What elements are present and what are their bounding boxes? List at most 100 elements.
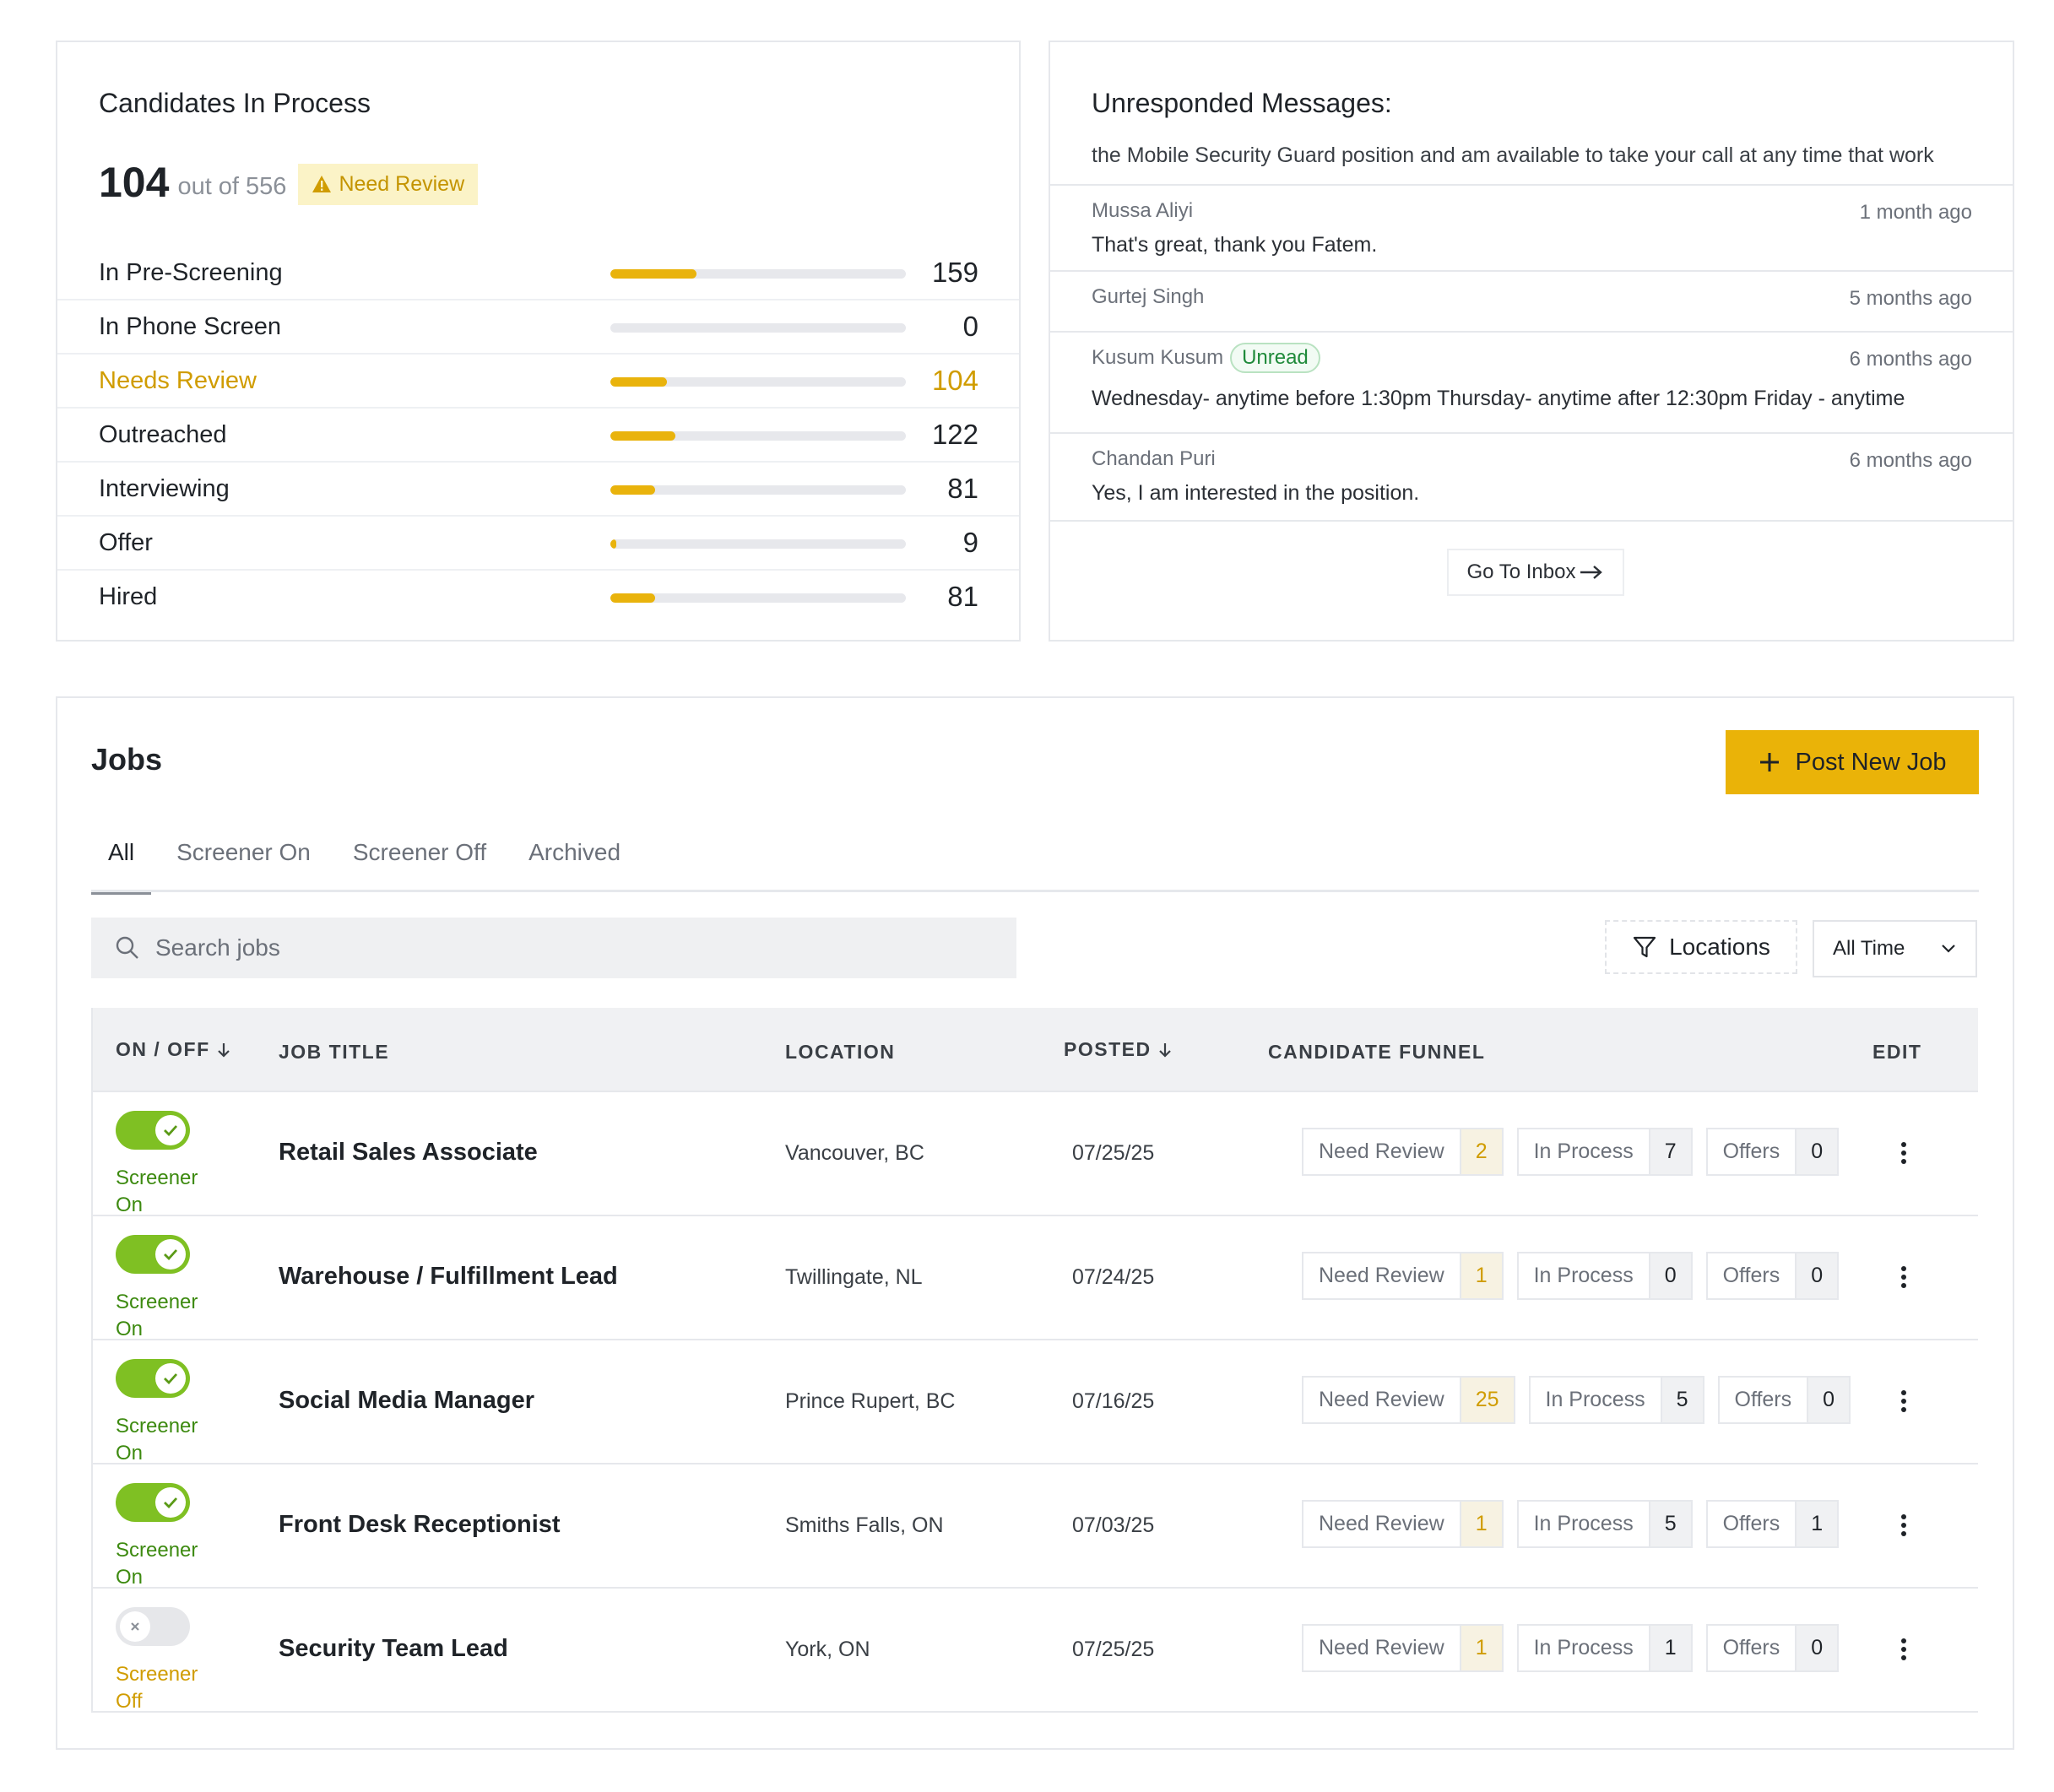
job-location: Vancouver, BC <box>785 1141 924 1165</box>
stage-progress-track <box>610 539 906 549</box>
tab-screener-off[interactable]: Screener Off <box>352 839 487 865</box>
time-filter-select[interactable]: All Time <box>1813 920 1977 977</box>
stage-count: 9 <box>962 527 978 558</box>
stage-row[interactable]: In Pre-Screening 159 <box>57 246 1019 300</box>
check-icon <box>164 1249 178 1260</box>
offers-pill[interactable]: Offers 0 <box>1705 1624 1840 1672</box>
in-process-pill[interactable]: In Process 1 <box>1516 1624 1693 1672</box>
job-rows: Screener On Retail Sales Associate Vancouv… <box>93 1092 1978 1713</box>
message-snippet[interactable]: the Mobile Security Guard position and a… <box>1092 132 1934 167</box>
need-review-pill[interactable]: Need Review 1 <box>1302 1624 1504 1672</box>
stage-progress-fill <box>610 485 655 495</box>
offers-pill[interactable]: Offers 1 <box>1705 1500 1840 1548</box>
stage-row[interactable]: Needs Review 104 <box>57 355 1019 409</box>
stage-progress-track <box>610 377 906 387</box>
stage-row[interactable]: Offer 9 <box>57 517 1019 571</box>
stage-row[interactable]: Outreached 122 <box>57 409 1019 463</box>
screener-toggle[interactable] <box>116 1359 190 1398</box>
offers-pill[interactable]: Offers 0 <box>1717 1376 1851 1424</box>
offers-pill[interactable]: Offers 0 <box>1705 1252 1840 1300</box>
job-location: Twillingate, NL <box>785 1265 923 1289</box>
offers-count: 1 <box>1795 1502 1838 1546</box>
tab-all[interactable]: All <box>91 829 152 895</box>
screener-toggle[interactable] <box>116 1111 190 1150</box>
stage-count: 159 <box>931 257 978 288</box>
edit-menu-button[interactable] <box>1894 1632 1914 1666</box>
kebab-menu-icon <box>1901 1514 1906 1536</box>
message-time: 6 months ago <box>1849 449 1972 472</box>
in-process-pill[interactable]: In Process 5 <box>1528 1376 1704 1424</box>
stage-count: 104 <box>931 365 978 396</box>
in-process-pill[interactable]: In Process 5 <box>1516 1500 1693 1548</box>
go-to-inbox-button[interactable]: Go To Inbox <box>1447 549 1624 596</box>
screener-toggle[interactable] <box>116 1235 190 1274</box>
job-title[interactable]: Warehouse / Fulfillment Lead <box>279 1263 618 1290</box>
job-title[interactable]: Social Media Manager <box>279 1387 534 1414</box>
job-title[interactable]: Retail Sales Associate <box>279 1139 538 1166</box>
message-item[interactable]: Mussa Aliyi 1 month ago That's great, than… <box>1050 186 2013 272</box>
job-posted-date: 07/24/25 <box>1072 1265 1155 1289</box>
tab-archived[interactable]: Archived <box>528 839 621 865</box>
message-item[interactable]: Kusum Kusum Unread 6 months ago Wednesday- … <box>1050 333 2013 434</box>
need-review-pill[interactable]: Need Review 25 <box>1302 1376 1515 1424</box>
in-process-label: In Process <box>1545 1388 1645 1411</box>
job-posted-date: 07/16/25 <box>1072 1389 1155 1413</box>
stage-label: Needs Review <box>99 367 257 394</box>
table-row: Screener On Retail Sales Associate Vancouv… <box>93 1092 1978 1216</box>
edit-menu-button[interactable] <box>1894 1260 1914 1294</box>
offers-label: Offers <box>1722 1140 1780 1163</box>
stage-label: Interviewing <box>99 475 230 502</box>
tab-screener-on[interactable]: Screener On <box>176 839 311 865</box>
col-header-posted[interactable]: POSTED <box>1064 1038 1172 1061</box>
col-header-on-off-label: ON / OFF <box>116 1038 210 1060</box>
in-process-label: In Process <box>1533 1140 1634 1163</box>
in-process-pill[interactable]: In Process 7 <box>1516 1128 1693 1176</box>
offers-pill[interactable]: Offers 0 <box>1705 1128 1840 1176</box>
offers-label: Offers <box>1722 1512 1780 1535</box>
stage-label: In Pre-Screening <box>99 259 283 286</box>
warning-icon <box>312 176 332 192</box>
locations-filter-button[interactable]: Locations <box>1605 920 1797 974</box>
in-process-label: In Process <box>1533 1264 1634 1287</box>
message-item[interactable]: Chandan Puri 6 months ago Yes, I am intere… <box>1050 434 2013 522</box>
need-review-badge[interactable]: Need Review <box>298 163 479 205</box>
stage-row[interactable]: Interviewing 81 <box>57 463 1019 517</box>
kebab-menu-icon <box>1901 1390 1906 1412</box>
stage-progress-track <box>610 269 906 279</box>
job-location: Prince Rupert, BC <box>785 1389 956 1413</box>
stage-row[interactable]: In Phone Screen 0 <box>57 300 1019 355</box>
in-process-count: 7 <box>1648 1129 1691 1174</box>
in-process-label: In Process <box>1533 1512 1634 1535</box>
screener-toggle[interactable] <box>116 1607 190 1646</box>
job-title[interactable]: Front Desk Receptionist <box>279 1511 561 1538</box>
stage-count: 81 <box>947 581 978 612</box>
post-new-job-button[interactable]: Post New Job <box>1726 730 1979 794</box>
in-process-count: 0 <box>1648 1253 1691 1298</box>
edit-menu-button[interactable] <box>1894 1508 1914 1542</box>
screener-status: Screener On <box>116 1167 198 1216</box>
search-icon <box>116 936 138 959</box>
in-process-pill[interactable]: In Process 0 <box>1516 1252 1693 1300</box>
screener-toggle[interactable] <box>116 1483 190 1522</box>
message-item[interactable]: Gurtej Singh 5 months ago <box>1050 272 2013 333</box>
job-location: York, ON <box>785 1638 870 1661</box>
plus-icon <box>1759 753 1779 771</box>
stage-count: 0 <box>962 311 978 342</box>
message-sender-name: Gurtej Singh <box>1092 285 1205 308</box>
job-title[interactable]: Security Team Lead <box>279 1635 508 1662</box>
edit-menu-button[interactable] <box>1894 1136 1914 1170</box>
need-review-count: 1 <box>1459 1253 1502 1298</box>
sort-down-icon <box>217 1042 230 1058</box>
messages-title: Unresponded Messages: <box>1092 88 1392 118</box>
need-review-pill[interactable]: Need Review 1 <box>1302 1252 1504 1300</box>
search-input[interactable] <box>155 934 915 961</box>
need-review-pill[interactable]: Need Review 2 <box>1302 1128 1504 1176</box>
in-process-count: 5 <box>1648 1502 1691 1546</box>
stage-row[interactable]: Hired 81 <box>57 571 1019 625</box>
toggle-knob <box>155 1115 186 1145</box>
col-header-on-off[interactable]: ON / OFF <box>116 1038 230 1061</box>
need-review-pill[interactable]: Need Review 1 <box>1302 1500 1504 1548</box>
message-time: 6 months ago <box>1849 348 1972 371</box>
in-process-count: 1 <box>1648 1626 1691 1670</box>
edit-menu-button[interactable] <box>1894 1384 1914 1418</box>
